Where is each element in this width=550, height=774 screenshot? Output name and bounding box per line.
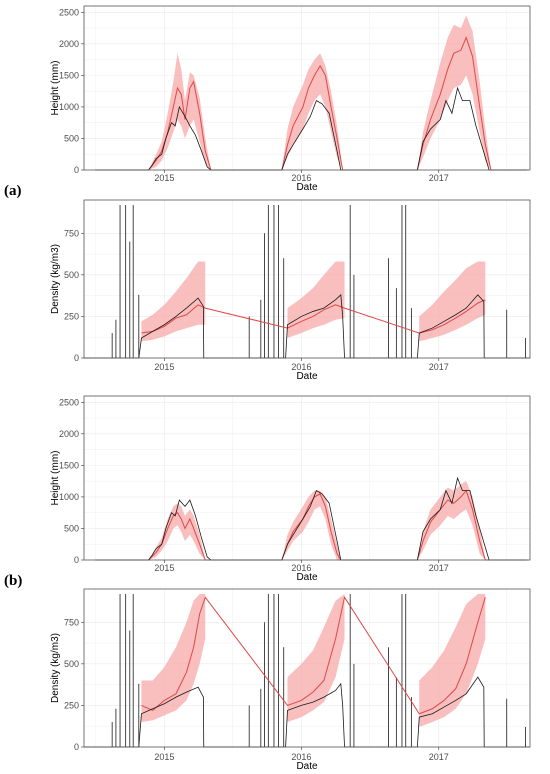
- y-tick-label: 500: [64, 133, 79, 143]
- y-tick-label: 1500: [59, 460, 79, 470]
- x-axis-title: Date: [296, 761, 318, 772]
- y-axis-title: Height (mm): [50, 450, 61, 505]
- y-tick-label: 0: [74, 165, 79, 175]
- y-tick-label: 500: [64, 523, 79, 533]
- x-tick-label: 2016: [291, 173, 311, 183]
- plot-border: [83, 588, 531, 748]
- x-axis-title: Date: [296, 572, 318, 583]
- simulated-line: [141, 596, 486, 715]
- observed-line: [95, 476, 528, 561]
- y-tick-label: 1500: [59, 70, 79, 80]
- y-axis-title: Height (mm): [50, 60, 61, 115]
- uncertainty-band: [141, 261, 206, 342]
- y-tick-label: 250: [64, 700, 79, 710]
- y-tick-label: 2500: [59, 7, 79, 17]
- y-tick-label: 2000: [59, 39, 79, 49]
- y-tick-label: 500: [64, 270, 79, 280]
- x-tick-label: 2015: [154, 752, 174, 762]
- panel-label-a: (a): [4, 183, 22, 199]
- x-tick-label: 2017: [429, 362, 449, 372]
- y-tick-label: 1000: [59, 492, 79, 502]
- observed-line: [95, 86, 528, 171]
- simulated-line: [141, 299, 486, 334]
- uncertainty-band: [281, 53, 343, 170]
- y-axis-title: Density (kg/m3): [50, 244, 61, 314]
- plot-border: [83, 199, 531, 359]
- uncertainty-band: [417, 15, 491, 171]
- chart-a-density: 0 250 500 750 2015 2016 2017 Date Density (kg/m3…: [50, 199, 531, 382]
- y-tick-label: 2000: [59, 429, 79, 439]
- y-tick-label: 750: [64, 617, 79, 627]
- uncertainty-band: [141, 593, 206, 723]
- y-tick-label: 1000: [59, 102, 79, 112]
- uncertainty-band: [287, 593, 345, 723]
- x-tick-label: 2015: [154, 362, 174, 372]
- plot-border: [83, 5, 531, 171]
- chart-b-density: 0 250 500 750 2015 2016 2017 Date Density (kg/m3…: [50, 588, 531, 772]
- x-axis-title: Date: [296, 371, 318, 382]
- y-tick-label: 0: [74, 555, 79, 565]
- uncertainty-band: [419, 261, 486, 342]
- x-tick-label: 2017: [429, 752, 449, 762]
- y-tick-label: 500: [64, 659, 79, 669]
- uncertainty-band: [287, 261, 345, 339]
- uncertainty-band: [419, 593, 486, 728]
- observed-line: [84, 676, 530, 748]
- plot-border: [83, 395, 531, 561]
- y-tick-label: 750: [64, 228, 79, 238]
- simulated-line: [95, 36, 528, 171]
- x-tick-label: 2015: [154, 563, 174, 573]
- x-tick-label: 2016: [291, 563, 311, 573]
- panel-label-b: (b): [4, 573, 23, 589]
- observed-line: [84, 293, 530, 359]
- uncertainty-band: [148, 53, 211, 170]
- chart-b-height: 0 500 1000 1500 2000 2500 2015 2016 2017 Date Heig…: [50, 395, 531, 583]
- x-tick-label: 2017: [429, 173, 449, 183]
- x-tick-label: 2016: [291, 752, 311, 762]
- chart-a-height: 0 500 1000 1500 2000 2500 2015 2016 2017 Date Heig…: [50, 5, 531, 193]
- y-axis-title: Density (kg/m3): [50, 633, 61, 703]
- x-axis-title: Date: [296, 182, 318, 193]
- plot-background: [84, 396, 530, 560]
- simulated-line: [95, 489, 528, 561]
- x-tick-label: 2017: [429, 563, 449, 573]
- y-tick-label: 0: [74, 742, 79, 752]
- uncertainty-band: [148, 503, 206, 560]
- x-tick-label: 2015: [154, 173, 174, 183]
- y-tick-label: 0: [74, 353, 79, 363]
- y-tick-label: 250: [64, 311, 79, 321]
- y-tick-label: 2500: [59, 397, 79, 407]
- x-tick-label: 2016: [291, 362, 311, 372]
- uncertainty-band: [417, 481, 486, 560]
